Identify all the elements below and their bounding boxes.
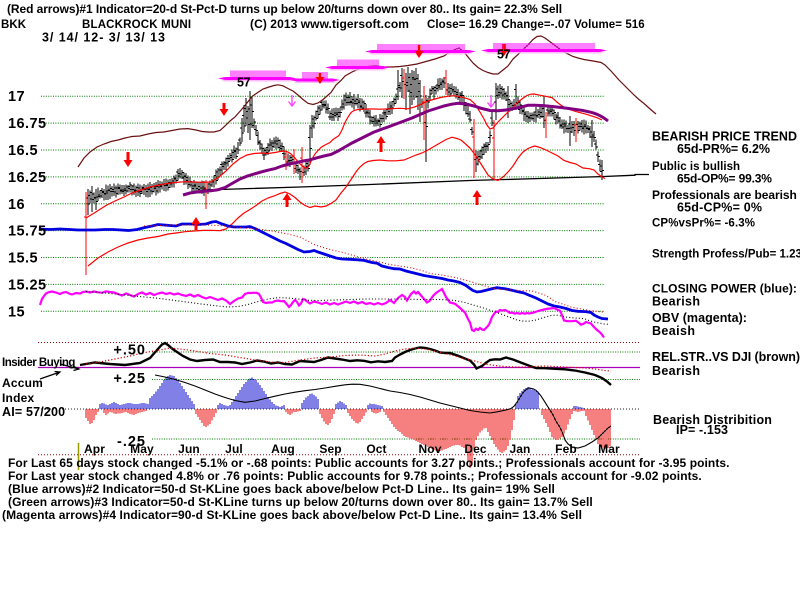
svg-text:Close= 16.29 Change=-.07 Vol: Close= 16.29 Change=-.07 Volume= 516 [427, 19, 645, 31]
svg-text:Jun: Jun [178, 442, 200, 456]
svg-text:65d-PR%= 6.2%: 65d-PR%= 6.2% [677, 142, 770, 156]
svg-text:17: 17 [8, 89, 25, 105]
svg-text:Sep: Sep [319, 442, 341, 456]
svg-text:Beaish: Beaish [652, 324, 695, 338]
svg-text:CP%vsPr%= -6.3%: CP%vsPr%= -6.3% [652, 218, 755, 230]
svg-text:Mar: Mar [598, 442, 620, 456]
svg-text:Oct: Oct [366, 442, 386, 456]
svg-text:May: May [130, 442, 154, 456]
svg-text:IP= -.153: IP= -.153 [676, 423, 728, 437]
svg-text:(Green arrows)#3 Indicator=50-: (Green arrows)#3 Indicator=50-d St-KLine… [8, 495, 593, 509]
svg-text:+.50: +.50 [113, 343, 146, 359]
svg-text:15.75: 15.75 [8, 224, 47, 240]
svg-text:(C) 2013 www.tigersoft.com: (C) 2013 www.tigersoft.com [250, 17, 409, 31]
svg-text:16: 16 [8, 197, 25, 213]
svg-text:Public is bullish: Public is bullish [652, 161, 740, 173]
svg-text:OBV (magenta):: OBV (magenta): [652, 311, 747, 325]
svg-text:REL.STR..VS DJI (brown): REL.STR..VS DJI (brown) [652, 350, 800, 364]
svg-text:16.25: 16.25 [8, 170, 47, 186]
svg-text:BLACKROCK MUNI: BLACKROCK MUNI [82, 19, 191, 31]
svg-text:BKK: BKK [1, 19, 27, 31]
svg-text:57: 57 [237, 76, 251, 90]
svg-text:Jul: Jul [225, 442, 243, 456]
svg-text:Accum: Accum [2, 376, 43, 390]
svg-text:Strength Profess/Pub= 1.23: Strength Profess/Pub= 1.23 [652, 249, 800, 261]
svg-text:Jan: Jan [510, 442, 531, 456]
svg-text:3/ 14/ 12- 3/ 13/ 13: 3/ 14/ 12- 3/ 13/ 13 [42, 31, 166, 45]
svg-text:Bearish: Bearish [652, 295, 700, 309]
svg-text:Professionals are bearish: Professionals are bearish [652, 188, 797, 202]
svg-text:57: 57 [497, 48, 511, 62]
svg-text:+.25: +.25 [113, 371, 146, 387]
svg-text:Bearish Distribition: Bearish Distribition [653, 413, 772, 427]
svg-text:BEARISH PRICE TREND: BEARISH PRICE TREND [652, 130, 797, 144]
svg-text:Apr: Apr [84, 442, 105, 456]
svg-text:Index: Index [2, 391, 34, 405]
svg-text:(Magenta arrows)#4 Indicator=9: (Magenta arrows)#4 Indicator=90-d St-KLi… [2, 508, 582, 522]
svg-text:15.25: 15.25 [8, 277, 47, 293]
svg-text:AI= 57/200: AI= 57/200 [2, 405, 65, 419]
svg-text:For Last 65 days stock changed: For Last 65 days stock changed -5.1% or … [8, 456, 730, 470]
svg-text:(Red arrows)#1 Indicator=20-d: (Red arrows)#1 Indicator=20-d St-Pct-D t… [7, 2, 562, 16]
svg-text:For Last year stock changed 4: For Last year stock changed 4.8% or .76 … [8, 469, 702, 483]
svg-text:Feb: Feb [555, 442, 577, 456]
svg-text:Insider Buying: Insider Buying [2, 357, 75, 369]
svg-text:-.25: -.25 [117, 434, 146, 450]
svg-text:Bearish: Bearish [652, 364, 700, 378]
svg-text:65d-OP%= 99.3%: 65d-OP%= 99.3% [677, 172, 772, 186]
svg-text:16.75: 16.75 [8, 116, 47, 132]
svg-text:15: 15 [8, 304, 25, 320]
svg-text:15.5: 15.5 [8, 251, 38, 267]
svg-text:Nov: Nov [419, 442, 442, 456]
svg-text:Dec: Dec [464, 442, 487, 456]
svg-text:16.5: 16.5 [8, 143, 38, 159]
svg-text:(Blue arrows)#2 Indicator=50-d: (Blue arrows)#2 Indicator=50-d St-KLine … [8, 482, 555, 496]
svg-text:CLOSING POWER (blue):: CLOSING POWER (blue): [652, 282, 797, 296]
svg-text:Aug: Aug [271, 442, 295, 456]
svg-text:65d-CP%= 0%: 65d-CP%= 0% [677, 201, 762, 215]
